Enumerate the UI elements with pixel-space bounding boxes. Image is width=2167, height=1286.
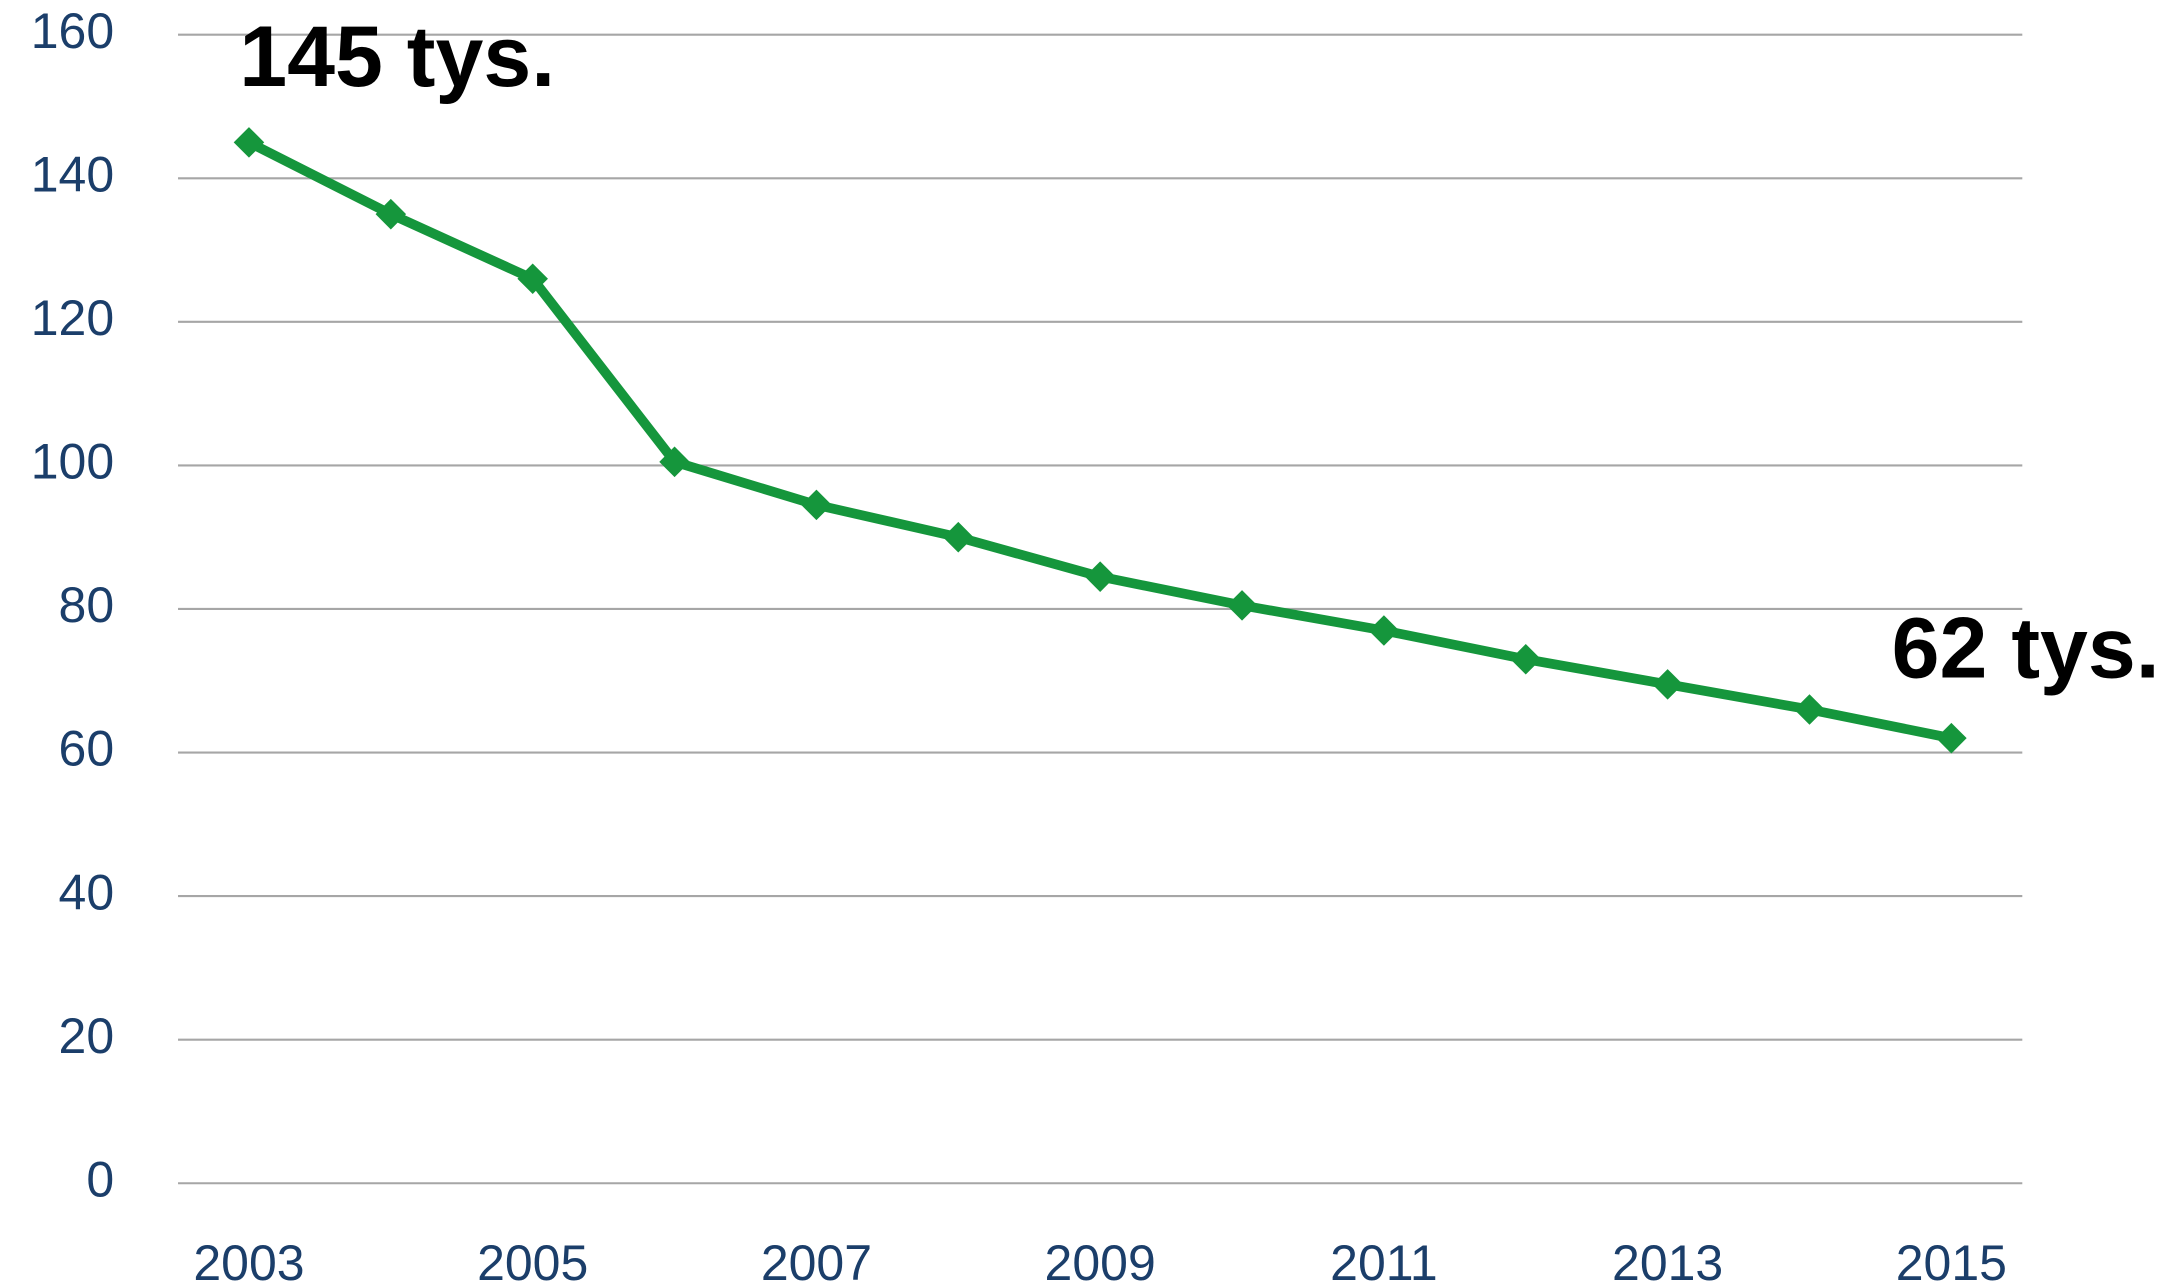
data-point <box>1652 669 1683 700</box>
x-tick-label: 2003 <box>193 1235 304 1286</box>
data-point <box>1510 643 1542 675</box>
x-tick-label: 2013 <box>1612 1235 1723 1286</box>
data-point <box>1226 590 1258 621</box>
data-point <box>943 521 974 553</box>
data-point <box>1084 561 1116 592</box>
data-point <box>1936 722 1967 754</box>
y-tick-label: 20 <box>59 1008 115 1064</box>
y-tick-label: 0 <box>86 1151 114 1207</box>
data-point <box>375 198 407 230</box>
x-tick-label: 2011 <box>1330 1235 1438 1286</box>
data-point <box>1368 615 1400 646</box>
data-line <box>246 138 1953 743</box>
data-point <box>1794 694 1825 725</box>
data-label: 145 tys. <box>239 9 555 105</box>
x-tick-label: 2009 <box>1045 1235 1156 1286</box>
data-label: 62 tys. <box>1892 601 2160 697</box>
y-tick-label: 120 <box>31 290 114 346</box>
data-point <box>517 263 548 295</box>
y-tick-label: 80 <box>59 577 115 633</box>
y-tick-label: 160 <box>31 3 114 59</box>
x-tick-label: 2007 <box>761 1235 872 1286</box>
x-tick-label: 2015 <box>1896 1235 2007 1286</box>
y-tick-label: 40 <box>59 864 115 920</box>
x-tick-label: 2005 <box>477 1235 588 1286</box>
y-tick-label: 100 <box>31 434 114 490</box>
data-point <box>233 127 265 158</box>
data-point <box>801 489 832 521</box>
y-tick-label: 60 <box>59 721 115 777</box>
y-tick-label: 140 <box>31 146 114 202</box>
